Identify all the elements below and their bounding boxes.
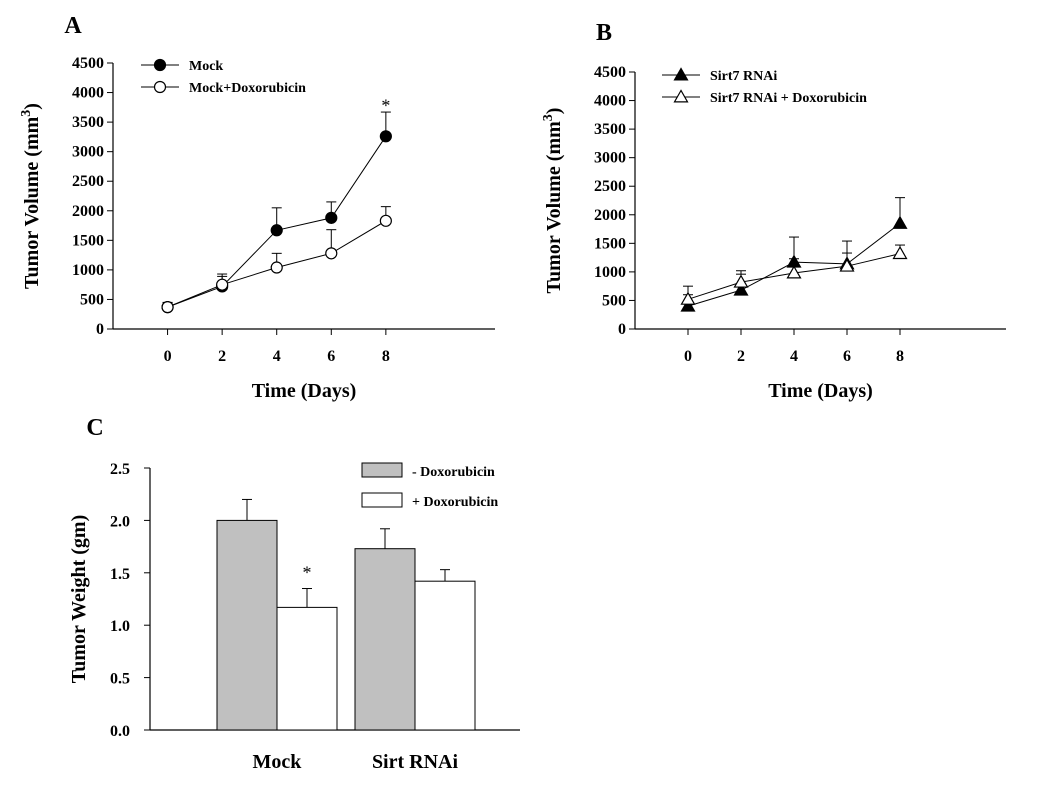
x-tick-label: 0: [164, 348, 172, 365]
legend-marker: [153, 58, 167, 72]
x-tick-label: 8: [896, 348, 904, 365]
bar-group-1: [354, 528, 476, 731]
y-tick-label: 0: [618, 321, 626, 338]
legend-marker: [673, 89, 689, 103]
x-tick-label: Sirt RNAi: [372, 751, 459, 773]
bar: [216, 519, 278, 731]
legend-label: Mock: [189, 59, 223, 74]
series-0: [161, 111, 392, 314]
data-point: [379, 214, 392, 227]
y-tick-label: 1000: [594, 264, 626, 281]
data-point: [379, 130, 392, 143]
series-1: [680, 244, 908, 305]
y-axis-title-text: Tumor Volume (mm3): [19, 103, 43, 289]
y-tick-label: 2000: [72, 203, 104, 220]
y-tick-label: 500: [80, 291, 104, 308]
series-0: [680, 197, 908, 312]
bar: [354, 548, 416, 731]
x-tick-label: 4: [273, 348, 281, 365]
y-tick-label: 4500: [72, 55, 104, 72]
y-tick-label: 4500: [594, 64, 626, 81]
x-tick-label: 2: [218, 348, 226, 365]
x-axis-title: Time (Days): [768, 380, 873, 402]
y-tick-label: 2500: [72, 173, 104, 190]
data-point: [733, 274, 749, 288]
y-tick-label: 2.5: [110, 461, 130, 478]
x-tick-label: 0: [684, 348, 692, 365]
legend-swatch: [361, 462, 403, 478]
data-point: [161, 301, 174, 314]
data-point: [892, 215, 908, 229]
y-axis-title-text: Tumor Volume (mm3): [541, 108, 565, 294]
data-point: [680, 298, 696, 312]
y-tick-label: 2.0: [110, 513, 130, 530]
legend-label: Sirt7 RNAi: [710, 69, 777, 84]
panel-letter: A: [64, 13, 82, 39]
y-tick-label: 0: [96, 321, 104, 338]
panel-c: C 0.0 0.5 1.0 1.5 2.0 2.5 Tumor Weight (gm) Mock…: [68, 415, 520, 773]
bar: [414, 580, 476, 731]
y-tick-label: 3000: [594, 150, 626, 167]
y-tick-label: 0.0: [110, 723, 130, 740]
data-point: [680, 291, 696, 305]
x-tick-label: 6: [843, 348, 851, 365]
bar: [276, 606, 338, 731]
y-tick-label: 3000: [72, 144, 104, 161]
y-tick-label: 1.0: [110, 618, 130, 635]
data-point: [325, 211, 338, 224]
data-point: [786, 265, 802, 279]
y-axis-title: Tumor Weight (gm): [68, 515, 90, 684]
significance-star: *: [303, 563, 312, 583]
y-axis-title: Tumor Volume (mm3): [541, 108, 565, 294]
x-tick-label: Mock: [253, 751, 303, 773]
x-tick-label: 8: [382, 348, 390, 365]
legend-marker: [153, 80, 167, 94]
y-tick-label: 3500: [72, 114, 104, 131]
legend-label: Sirt7 RNAi + Doxorubicin: [710, 91, 867, 106]
y-tick-label: 1000: [72, 262, 104, 279]
series-1: [161, 206, 392, 314]
y-tick-label: 3500: [594, 121, 626, 138]
legend-label: Mock+Doxorubicin: [189, 81, 306, 96]
x-tick-label: 4: [790, 348, 798, 365]
panel-letter: C: [86, 415, 103, 441]
y-tick-label: 1500: [72, 232, 104, 249]
legend-label: + Doxorubicin: [412, 495, 498, 510]
y-tick-label: 4000: [72, 85, 104, 102]
data-point: [270, 224, 283, 237]
x-tick-label: 6: [327, 348, 335, 365]
data-point: [216, 278, 229, 291]
x-tick-label: 2: [737, 348, 745, 365]
y-tick-label: 1500: [594, 235, 626, 252]
y-tick-label: 2500: [594, 178, 626, 195]
legend-label: - Doxorubicin: [412, 465, 495, 480]
data-point: [733, 282, 749, 296]
x-axis-title: Time (Days): [252, 380, 357, 402]
data-point: [270, 261, 283, 274]
y-tick-label: 4000: [594, 93, 626, 110]
y-tick-label: 1.5: [110, 566, 130, 583]
data-point: [892, 245, 908, 260]
y-tick-label: 500: [602, 292, 626, 309]
y-tick-label: 0.5: [110, 671, 130, 688]
y-tick-label: 2000: [594, 207, 626, 224]
panel-b: B 0 500 1000 1500 2000 2500 3000 3500 4000 4500 0 2 4…: [541, 20, 1006, 402]
y-axis-title: Tumor Volume (mm3): [19, 103, 43, 289]
panel-a: A 0 500 1000 1500 2000 2500 3000 3500 4000 4500 0 2 4…: [19, 13, 495, 402]
panel-letter: B: [596, 20, 612, 46]
legend-marker: [673, 67, 689, 81]
data-point: [839, 258, 855, 272]
significance-star: *: [381, 96, 390, 116]
data-point: [325, 247, 338, 260]
legend-swatch: [361, 492, 403, 508]
bar-group-0: [216, 498, 338, 731]
